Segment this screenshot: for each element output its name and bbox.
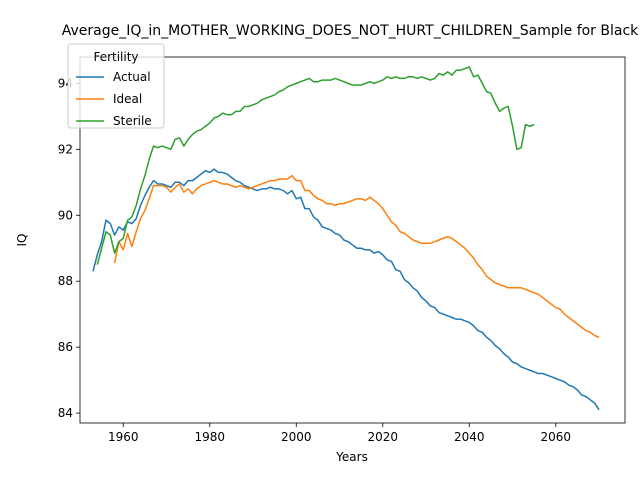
y-tick-label: 86: [58, 340, 73, 354]
y-tick-label: 92: [58, 142, 73, 156]
series-line-ideal: [113, 174, 600, 338]
x-tick-label: 1980: [194, 430, 225, 444]
series-line-actual: [92, 168, 600, 411]
y-tick-label: 84: [58, 406, 73, 420]
series-lines: [92, 66, 600, 411]
legend-title: Fertility: [93, 50, 138, 64]
series-line-sterile: [96, 66, 535, 265]
x-tick-label: 2020: [368, 430, 399, 444]
legend: Fertility Actual Ideal Sterile: [67, 43, 165, 129]
legend-label-actual: Actual: [113, 70, 151, 84]
legend-label-sterile: Sterile: [113, 114, 152, 128]
x-tick-label: 2000: [281, 430, 312, 444]
y-tick-label: 90: [58, 208, 73, 222]
x-tick-label: 1960: [108, 430, 139, 444]
x-axis-label: Years: [335, 450, 368, 464]
x-tick-label: 2040: [454, 430, 485, 444]
y-tick-label: 88: [58, 274, 73, 288]
plot-frame: [79, 56, 626, 424]
chart-title: Average_IQ_in_MOTHER_WORKING_DOES_NOT_HU…: [62, 23, 639, 39]
legend-label-ideal: Ideal: [113, 92, 142, 106]
y-axis-label: IQ: [15, 234, 29, 247]
legend-entries: Actual Ideal Sterile: [76, 70, 152, 128]
legend-box: [67, 43, 165, 129]
x-tick-label: 2060: [541, 430, 572, 444]
